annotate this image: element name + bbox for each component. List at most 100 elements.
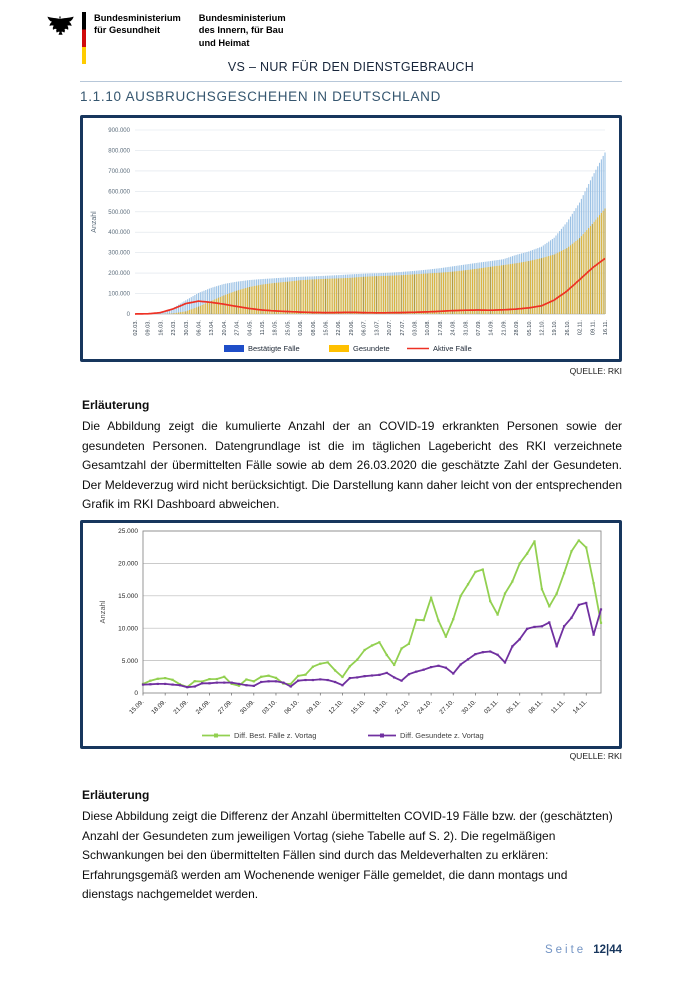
svg-text:300.000: 300.000 <box>108 251 130 257</box>
svg-text:500.000: 500.000 <box>108 210 130 216</box>
ministry-line: für Gesundheit <box>94 25 161 36</box>
svg-text:Bestätigte Fälle: Bestätigte Fälle <box>248 344 300 353</box>
svg-text:11.11.: 11.11. <box>550 698 567 715</box>
source-label: QUELLE: RKI <box>569 751 622 761</box>
svg-text:24.09.: 24.09. <box>195 698 213 716</box>
svg-text:23.03.: 23.03. <box>171 320 177 336</box>
svg-text:27.10.: 27.10. <box>438 698 456 716</box>
svg-text:Diff. Gesundete z. Vortag: Diff. Gesundete z. Vortag <box>400 731 484 740</box>
svg-text:20.000: 20.000 <box>118 561 138 568</box>
svg-text:24.10.: 24.10. <box>416 698 434 716</box>
svg-text:30.10.: 30.10. <box>460 698 478 716</box>
ministry-line: Bundesministerium <box>198 13 286 23</box>
svg-text:5.000: 5.000 <box>122 658 139 665</box>
ministry-logos: Bundesministerium für Gesundheit Bundesm… <box>45 12 286 64</box>
svg-text:19.10.: 19.10. <box>552 320 558 336</box>
svg-text:15.09.: 15.09. <box>128 698 146 716</box>
svg-text:17.08.: 17.08. <box>438 320 444 336</box>
svg-text:27.07.: 27.07. <box>400 320 406 336</box>
svg-text:25.05.: 25.05. <box>285 320 291 336</box>
svg-text:Gesundete: Gesundete <box>353 344 390 353</box>
svg-text:22.06.: 22.06. <box>336 320 342 336</box>
svg-text:06.07.: 06.07. <box>362 320 368 336</box>
svg-text:Aktive Fälle: Aktive Fälle <box>433 344 472 353</box>
svg-text:03.10.: 03.10. <box>261 698 279 716</box>
page-number: 12|44 <box>593 944 622 956</box>
svg-text:10.000: 10.000 <box>118 625 138 632</box>
explanation-text: Diese Abbildung zeigt die Differenz der … <box>82 809 613 902</box>
page-word: Seite <box>544 944 587 956</box>
svg-text:27.04.: 27.04. <box>235 320 241 336</box>
svg-text:10.08.: 10.08. <box>425 320 431 336</box>
svg-text:14.09.: 14.09. <box>489 320 495 336</box>
svg-text:16.11.: 16.11. <box>603 320 609 336</box>
ministry-interior-label: Bundesministerium des Innern, für Bau un… <box>199 12 286 49</box>
svg-text:400.000: 400.000 <box>108 230 130 236</box>
svg-text:15.000: 15.000 <box>118 593 138 600</box>
explanation-heading: Erläuterung <box>82 398 150 412</box>
svg-text:16.03.: 16.03. <box>158 320 164 336</box>
daily-difference-chart: 0 5.000 10.000 15.000 20.000 25.000 Anzahl 15.0… <box>80 520 622 749</box>
svg-text:13.07.: 13.07. <box>374 320 380 336</box>
svg-text:28.09.: 28.09. <box>514 320 520 336</box>
svg-text:06.04.: 06.04. <box>197 320 203 336</box>
svg-text:20.04.: 20.04. <box>222 320 228 336</box>
svg-text:31.08.: 31.08. <box>463 320 469 336</box>
svg-text:09.03.: 09.03. <box>146 320 152 336</box>
svg-text:04.05.: 04.05. <box>247 320 253 336</box>
svg-text:20.07.: 20.07. <box>387 320 393 336</box>
svg-text:100.000: 100.000 <box>108 292 130 298</box>
svg-text:02.11.: 02.11. <box>578 320 584 336</box>
svg-text:11.05.: 11.05. <box>260 320 266 336</box>
cumulative-cases-chart: 0 100.000 200.000 300.000 400.000 500.000 600.… <box>80 115 622 362</box>
svg-text:14.11.: 14.11. <box>572 698 589 715</box>
daily-difference-plot: 0 5.000 10.000 15.000 20.000 25.000 Anzahl 15.0… <box>98 528 603 740</box>
ministry-line: Bundesministerium <box>94 13 181 23</box>
svg-text:08.11.: 08.11. <box>527 698 544 715</box>
svg-text:06.10.: 06.10. <box>283 698 301 716</box>
svg-text:02.03.: 02.03. <box>133 320 139 336</box>
svg-text:600.000: 600.000 <box>108 189 130 195</box>
cumulative-cases-plot: 0 100.000 200.000 300.000 400.000 500.000 600.… <box>91 128 609 353</box>
svg-text:15.10.: 15.10. <box>350 698 368 716</box>
svg-text:0: 0 <box>127 312 131 318</box>
svg-text:25.000: 25.000 <box>118 528 138 535</box>
svg-text:03.08.: 03.08. <box>412 320 418 336</box>
explanation-heading: Erläuterung <box>82 788 150 802</box>
explanation-text: Die Abbildung zeigt die kumulierte Anzah… <box>82 419 622 512</box>
svg-text:15.06.: 15.06. <box>324 320 330 336</box>
svg-text:02.11.: 02.11. <box>483 698 500 715</box>
classification-banner: VS – NUR FÜR DEN DIENSTGEBRAUCH <box>227 60 475 74</box>
svg-text:27.09.: 27.09. <box>217 698 235 716</box>
page-footer: Seite 12|44 <box>80 940 622 958</box>
svg-text:26.10.: 26.10. <box>565 320 571 336</box>
svg-text:200.000: 200.000 <box>108 271 130 277</box>
svg-text:12.10.: 12.10. <box>539 320 545 336</box>
ministry-line: des Innern, für Bau <box>198 25 284 36</box>
explanation-block-1: Erläuterung Die Abbildung zeigt die kumu… <box>82 398 622 515</box>
svg-text:07.09.: 07.09. <box>476 320 482 336</box>
svg-text:09.10.: 09.10. <box>305 698 323 716</box>
svg-text:01.06.: 01.06. <box>298 320 304 336</box>
german-flag-stripe <box>82 12 86 64</box>
svg-text:29.06.: 29.06. <box>349 320 355 336</box>
header-rule <box>80 81 622 82</box>
ministry-health-label: Bundesministerium für Gesundheit <box>94 12 181 37</box>
svg-text:0: 0 <box>134 690 138 697</box>
svg-text:09.11.: 09.11. <box>590 320 596 336</box>
svg-text:05.10.: 05.10. <box>527 320 533 336</box>
svg-text:24.08.: 24.08. <box>451 320 457 336</box>
svg-text:30.03.: 30.03. <box>184 320 190 336</box>
svg-text:21.09.: 21.09. <box>501 320 507 336</box>
svg-text:Diff. Best. Fälle z. Vortag: Diff. Best. Fälle z. Vortag <box>234 731 316 740</box>
svg-text:18.05.: 18.05. <box>273 320 279 336</box>
explanation-block-2: Erläuterung Diese Abbildung zeigt die Di… <box>82 788 622 905</box>
svg-text:18.09.: 18.09. <box>150 698 168 716</box>
svg-text:900.000: 900.000 <box>108 128 130 134</box>
ministry-line: und Heimat <box>198 37 250 48</box>
section-title: 1.1.10 AUSBRUCHSGESCHEHEN IN DEUTSCHLAND <box>80 89 442 104</box>
svg-text:21.10.: 21.10. <box>394 698 412 716</box>
svg-text:30.09.: 30.09. <box>239 698 257 716</box>
svg-text:12.10.: 12.10. <box>328 698 346 716</box>
